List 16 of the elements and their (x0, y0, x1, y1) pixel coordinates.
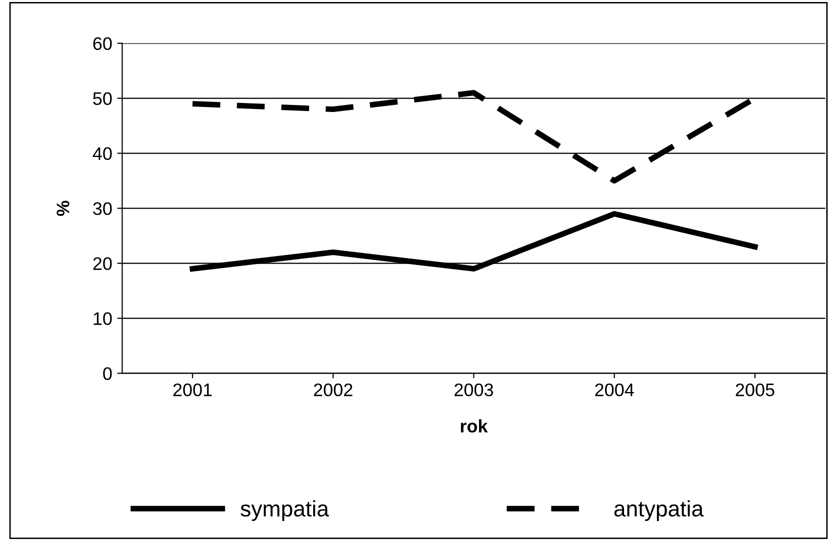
x-tick-label: 2001 (173, 383, 212, 396)
x-axis-title: rok (460, 419, 488, 433)
x-tick-label: 2005 (736, 383, 774, 396)
legend-label: sympatia (240, 500, 329, 521)
x-tick-label: 2004 (595, 383, 634, 396)
y-tick-label: 30 (93, 202, 112, 216)
y-tick-label: 0 (103, 367, 112, 380)
x-tick-label: 2003 (454, 383, 494, 396)
x-tick-label: 2002 (314, 383, 352, 396)
y-tick-label: 40 (92, 147, 112, 160)
y-axis-title: % (56, 200, 70, 216)
y-tick-label: 10 (94, 312, 112, 326)
legend-label: antypatia (614, 500, 704, 521)
y-tick-label: 50 (93, 92, 112, 105)
y-tick-label: 60 (93, 37, 112, 50)
y-tick-label: 20 (93, 257, 112, 270)
